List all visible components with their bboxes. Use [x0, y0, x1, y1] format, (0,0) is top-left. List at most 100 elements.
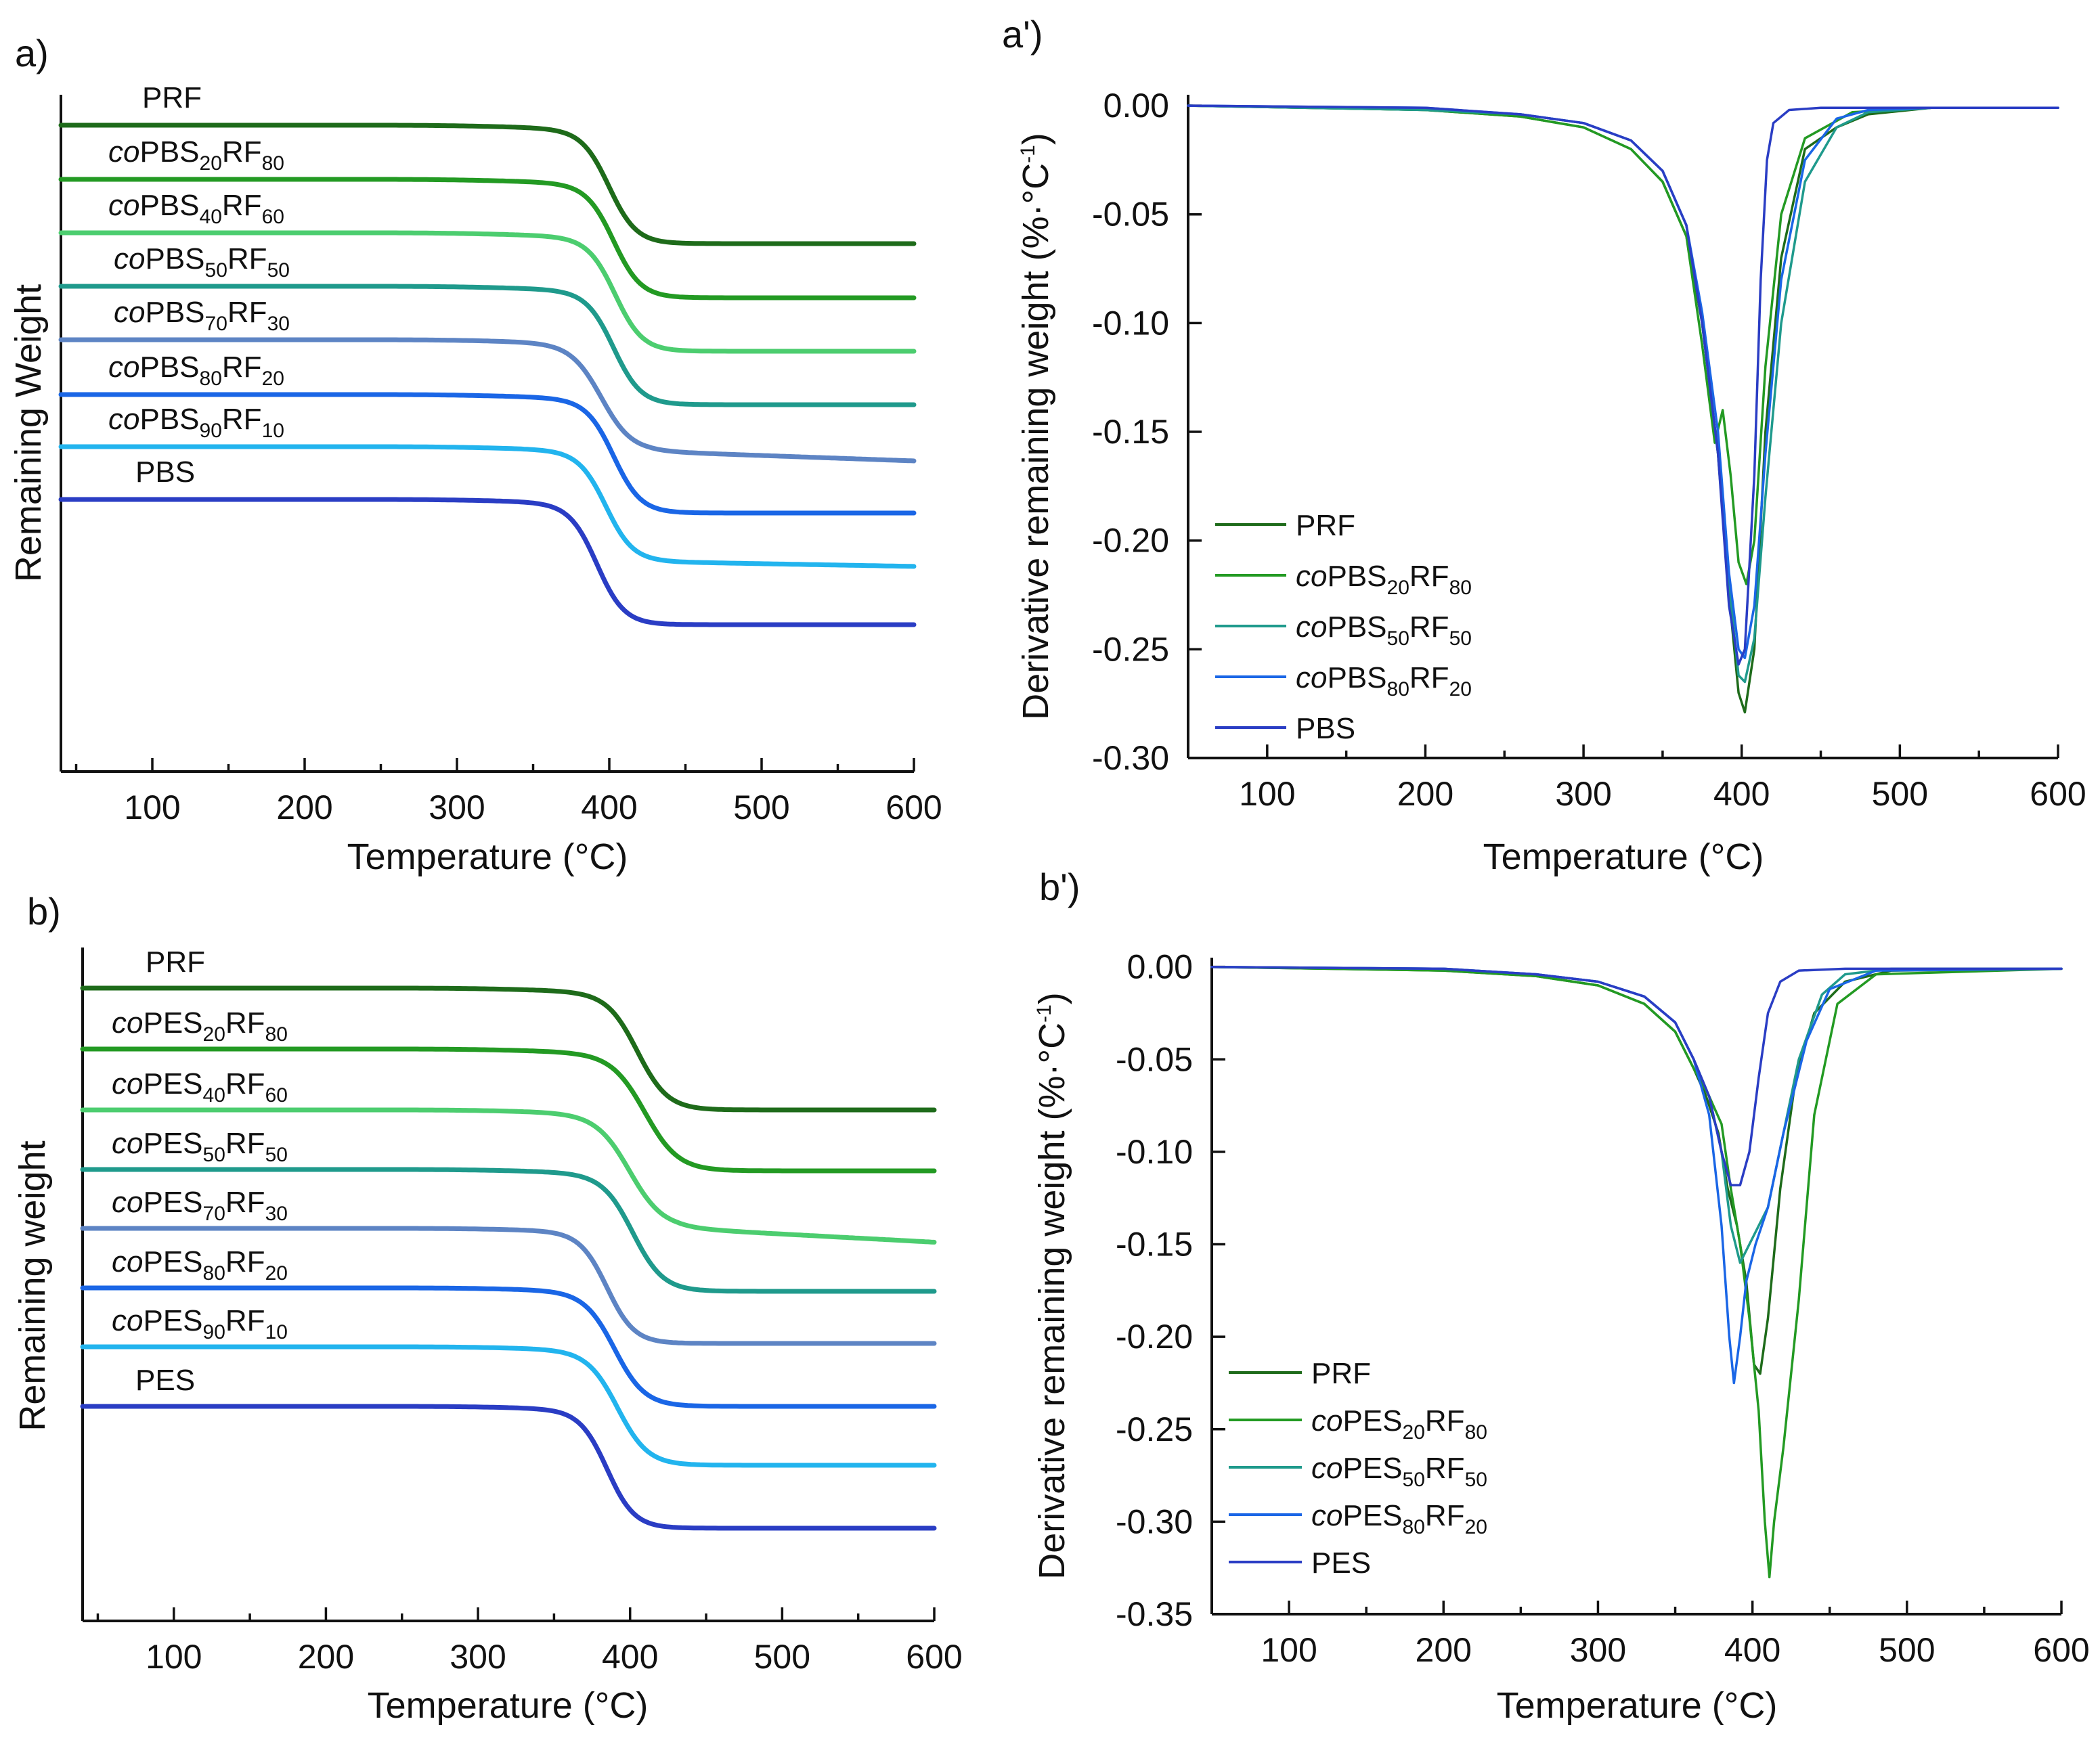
series-name: PBS: [135, 455, 195, 489]
series-rf: RF: [1425, 1404, 1465, 1438]
series-prefix: co: [1311, 1404, 1342, 1438]
series-rf: RF: [225, 1304, 265, 1337]
series-sub1: 20: [1387, 577, 1409, 599]
x-tick-label: 600: [885, 788, 942, 826]
tga-curve-s80: [58, 392, 917, 516]
x-axis-label: Temperature (°C): [1497, 1685, 1778, 1726]
x-tick-label: 100: [1261, 1631, 1317, 1669]
series-sub2: 10: [265, 1321, 288, 1343]
y-tick-label: -0.20: [1116, 1318, 1193, 1356]
series-sub2: 80: [1449, 577, 1472, 599]
series-prefix: co: [112, 1067, 143, 1100]
series-prefix: co: [114, 242, 145, 275]
series-polymer: PES: [143, 1304, 202, 1337]
y-tick-label: -0.25: [1092, 630, 1169, 668]
y-tick-label: -0.35: [1116, 1595, 1193, 1633]
x-tick-label: 500: [754, 1638, 810, 1676]
x-tick-label: 300: [1570, 1631, 1626, 1669]
series-name: PRF: [1296, 509, 1355, 542]
series-sub2: 60: [265, 1084, 288, 1107]
y-axis-label: Remaining weight: [12, 1140, 53, 1431]
curves: [58, 122, 917, 627]
series-rf: RF: [222, 189, 262, 222]
y-ticks: 0.00 -0.05 -0.10 -0.15 -0.20 -0.25 -0.30: [1092, 87, 1202, 777]
series-sub1: 80: [200, 367, 222, 390]
series-rf: RF: [227, 242, 267, 275]
series-polymer: PBS: [145, 296, 204, 329]
series-sub1: 50: [1403, 1469, 1425, 1491]
series-label-s20: coPES20RF80: [112, 1006, 288, 1046]
x-tick-label: 100: [124, 788, 180, 826]
series-sub1: 80: [1403, 1516, 1425, 1538]
series-polymer: PBS: [139, 403, 199, 436]
series-sub2: 80: [262, 152, 284, 175]
series-polymer: PES: [1342, 1404, 1402, 1438]
series-polymer: PBS: [145, 242, 204, 275]
x-ticks: 100 200 300 400 500 600: [1210, 1601, 2090, 1669]
y-tick-label: -0.10: [1092, 304, 1169, 342]
series-labels: PRFcoPBS20RF80coPBS40RF60coPBS50RF50coPB…: [108, 81, 290, 489]
x-tick-label: 600: [2030, 775, 2086, 813]
dtg-curve-s50: [1210, 965, 2063, 1264]
x-tick-label: 200: [298, 1638, 354, 1676]
y-tick-label: -0.15: [1092, 413, 1169, 451]
tga-curve-s70: [58, 337, 917, 464]
x-ticks: 100 200 300 400 500 600: [1187, 744, 2086, 813]
tga-curve-s20: [58, 177, 917, 300]
series-rf: RF: [225, 1067, 265, 1100]
y-tick-label: -0.05: [1092, 196, 1169, 233]
y-tick-label: -0.15: [1116, 1226, 1193, 1264]
series-rf: RF: [225, 1245, 265, 1278]
legend-label-PURE: PES: [1311, 1546, 1371, 1580]
tga-curve-PURE: [58, 497, 917, 627]
x-tick-label: 200: [1416, 1631, 1472, 1669]
series-polymer: PES: [1342, 1452, 1402, 1485]
series-sub2: 50: [1465, 1469, 1487, 1491]
series-prefix: co: [112, 1245, 143, 1278]
x-axis-label: Temperature (°C): [347, 837, 628, 877]
series-rf: RF: [225, 1127, 265, 1160]
series-label-PRF: PRF: [146, 945, 205, 979]
series-sub2: 20: [1449, 678, 1472, 700]
x-tick-label: 100: [1239, 775, 1295, 813]
series-polymer: PBS: [139, 351, 199, 384]
x-tick-label: 600: [2033, 1631, 2089, 1669]
series-sub1: 40: [203, 1084, 225, 1107]
series-sub2: 50: [1449, 627, 1472, 650]
x-tick-label: 400: [1724, 1631, 1780, 1669]
y-tick-label: -0.05: [1116, 1040, 1193, 1078]
tga-curve-PURE: [80, 1404, 937, 1531]
x-axis-label: Temperature (°C): [1483, 837, 1764, 877]
dtg-curve-PURE: [1210, 965, 2063, 1186]
series-sub2: 20: [262, 367, 284, 390]
series-prefix: co: [1296, 610, 1327, 644]
series-sub2: 10: [262, 420, 284, 442]
series-rf: RF: [222, 135, 262, 169]
x-tick-label: 200: [276, 788, 332, 826]
y-axis-label-close: ): [1032, 992, 1072, 1004]
tga-curve-s40: [58, 230, 917, 354]
tga-curve-s40: [80, 1107, 937, 1245]
legend-label-PRF: PRF: [1311, 1357, 1371, 1390]
x-axis-label: Temperature (°C): [368, 1685, 649, 1726]
dtg-curve-PRF: [1210, 965, 2063, 1375]
series-labels: PRFcoPES20RF80coPES40RF60coPES50RF50coPE…: [112, 945, 288, 1397]
series-rf: RF: [227, 296, 267, 329]
series-sub2: 80: [265, 1023, 288, 1046]
series-polymer: PBS: [1327, 560, 1386, 593]
series-sub1: 70: [205, 313, 227, 335]
legend-label-s20: coPBS20RF80: [1296, 560, 1472, 599]
tga-curve-PRF: [80, 985, 937, 1113]
series-sub1: 50: [205, 259, 227, 282]
legend-label-s50: coPES50RF50: [1311, 1452, 1487, 1491]
series-label-s90: coPBS90RF10: [108, 403, 284, 442]
series-label-s80: coPBS80RF20: [108, 351, 284, 390]
series-prefix: co: [108, 189, 139, 222]
series-prefix: co: [108, 351, 139, 384]
tga-curve-s90: [58, 444, 917, 569]
series-rf: RF: [222, 403, 262, 436]
series-polymer: PES: [143, 1067, 202, 1100]
series-rf: RF: [1409, 661, 1449, 694]
